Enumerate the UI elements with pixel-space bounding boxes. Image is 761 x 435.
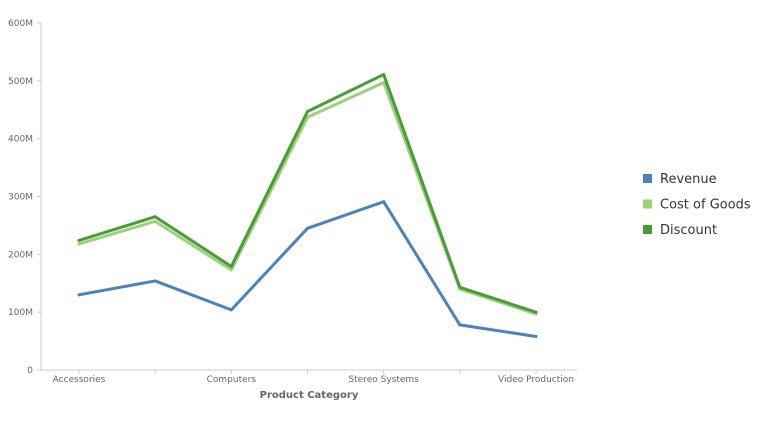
x-tick-label: Video Production: [498, 375, 574, 385]
data-point: [153, 219, 157, 223]
data-point: [153, 215, 157, 219]
axes: [40, 23, 577, 371]
y-tick-label: 300M: [8, 193, 33, 203]
series-line-revenue: [77, 200, 538, 338]
data-point: [382, 200, 386, 204]
y-tick-label: 200M: [8, 250, 33, 260]
data-point: [153, 279, 157, 283]
data-point: [306, 115, 309, 119]
data-point: [306, 109, 309, 113]
legend-swatch: [643, 174, 652, 183]
series-lines: [77, 72, 538, 338]
data-point: [229, 268, 233, 272]
legend-swatch: [643, 225, 652, 234]
legend: Revenue Cost of Goods Discount: [643, 172, 751, 238]
legend-label: Revenue: [660, 172, 717, 187]
data-point: [77, 242, 81, 246]
data-point: [534, 334, 538, 338]
x-axis-ticks: Accessories Computers Stereo Systems Video …: [53, 370, 574, 385]
data-point: [458, 285, 462, 289]
y-axis-ticks: 0 100M 200M 300M 400M 500M 600M: [8, 19, 41, 376]
x-axis-title: Product Category: [260, 390, 359, 401]
y-tick-label: 100M: [8, 308, 33, 318]
x-tick-label: Accessories: [53, 375, 106, 385]
legend-label: Discount: [660, 223, 717, 238]
data-point: [77, 238, 81, 242]
data-point: [306, 226, 309, 230]
data-point: [229, 264, 233, 268]
data-point: [382, 72, 386, 76]
y-tick-label: 600M: [8, 19, 33, 29]
y-tick-label: 400M: [8, 135, 33, 145]
x-tick-label: Stereo Systems: [348, 375, 419, 385]
legend-label: Cost of Goods: [660, 198, 751, 213]
legend-swatch: [643, 199, 652, 209]
data-point: [77, 293, 81, 297]
y-tick-label: 0: [27, 366, 33, 376]
y-tick-label: 500M: [8, 77, 33, 87]
data-point: [382, 81, 386, 85]
data-point: [229, 308, 233, 312]
data-point: [458, 323, 462, 327]
x-tick-label: Computers: [207, 375, 257, 385]
data-point: [534, 310, 538, 314]
